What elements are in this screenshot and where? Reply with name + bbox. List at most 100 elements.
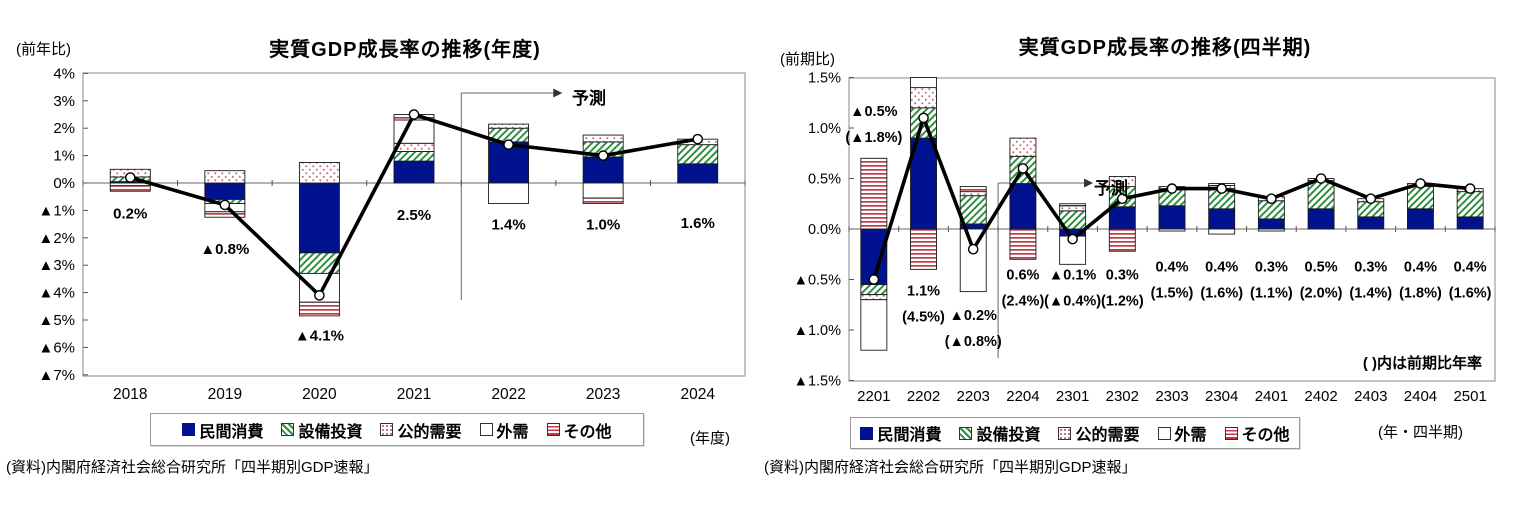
bar-segment-public-2022 — [488, 123, 530, 129]
legend-item-external: 外需 — [1157, 421, 1207, 445]
bar-segment-capex-2402 — [1307, 180, 1335, 210]
line-marker — [1464, 183, 1476, 194]
bar-value-label: (▲1.8%) — [845, 130, 902, 146]
annual-y-axis-unit: (前年比) — [16, 41, 71, 58]
bar-value-label: 0.4% — [1155, 259, 1188, 275]
x-category-label: 2020 — [302, 386, 337, 403]
bar-segment-external-2304 — [1208, 228, 1236, 235]
bar-value-label: ▲0.1% — [1049, 268, 1097, 284]
bar-segment-consumption-2019 — [204, 182, 246, 200]
bar-segment-capex-2021 — [393, 151, 435, 162]
bar-segment-consumption-2404 — [1407, 208, 1434, 230]
bar-segment-external-2203 — [959, 228, 987, 293]
legend-label-capex: 設備投資 — [298, 423, 363, 441]
red-horizontal-stripes-square-icon — [546, 423, 560, 436]
bar-segment-public-2302 — [1108, 176, 1136, 188]
bar-value-label: (1.1%) — [1250, 285, 1293, 301]
bar-segment-consumption-2024 — [677, 163, 719, 184]
dotted-square-icon — [380, 423, 394, 436]
red-horizontal-stripes-square-icon — [1224, 426, 1238, 440]
y-tick-label: ▲1.5% — [794, 374, 842, 390]
x-category-label: 2204 — [1006, 388, 1039, 405]
quarterly-source-note: (資料)内閣府経済社会総合研究所「四半期別GDP速報」 — [764, 459, 1137, 476]
bar-segment-capex-2024 — [677, 144, 719, 165]
bar-segment-capex-2203 — [959, 195, 987, 225]
bar-segment-public-2202 — [910, 87, 937, 109]
white-square-icon — [479, 423, 493, 436]
legend-label-consumption: 民間消費 — [199, 423, 264, 441]
quarterly-forecast-label: 予測 — [1094, 179, 1128, 198]
bar-segment-consumption-2402 — [1307, 208, 1335, 230]
x-category-label: 2201 — [857, 388, 890, 405]
bar-segment-public-2203 — [959, 191, 987, 197]
annual-forecast-label: 予測 — [572, 89, 606, 108]
line-marker — [1216, 183, 1227, 194]
y-tick-label: 2% — [53, 120, 75, 137]
bar-value-label: (1.2%) — [1101, 294, 1144, 310]
bar-segment-capex-2501 — [1456, 191, 1484, 218]
x-category-label: 2024 — [680, 386, 715, 403]
bar-segment-other-2018 — [109, 185, 151, 192]
x-category-label: 2019 — [208, 386, 242, 403]
y-tick-label: 0.5% — [808, 172, 841, 188]
y-tick-label: ▲3% — [38, 257, 75, 274]
legend-item-capex: 設備投資 — [281, 418, 362, 442]
legend-item-capex: 設備投資 — [959, 421, 1040, 445]
x-category-label: 2303 — [1155, 388, 1188, 405]
legend-label-public: 公的需要 — [397, 423, 462, 441]
bar-segment-other-2019 — [204, 211, 246, 218]
line-marker — [597, 150, 609, 161]
annual-x-axis-caption: (年度) — [690, 430, 730, 447]
y-tick-label: ▲1% — [38, 202, 75, 219]
line-marker — [1017, 163, 1029, 174]
y-tick-label: 0% — [53, 175, 75, 192]
bar-value-label: 0.3% — [1255, 259, 1288, 275]
bar-segment-consumption-2023 — [582, 156, 624, 184]
bar-segment-consumption-2501 — [1456, 216, 1484, 230]
bar-value-label: (1.8%) — [1399, 285, 1442, 301]
x-category-label: 2021 — [397, 386, 431, 403]
bar-value-label: ▲0.2% — [950, 308, 998, 324]
legend-item-consumption: 民間消費 — [182, 418, 263, 442]
line-marker — [219, 199, 231, 211]
bar-segment-other-2302 — [1108, 228, 1136, 252]
bar-value-label: 2.5% — [397, 207, 431, 224]
bar-segment-public-2023 — [582, 134, 624, 143]
x-category-label: 2302 — [1106, 388, 1139, 405]
bar-value-label: (▲0.4%) — [1044, 294, 1101, 310]
legend-item-external: 外需 — [479, 418, 529, 442]
legend-item-public: 公的需要 — [1058, 421, 1140, 445]
bar-value-label: 0.4% — [1454, 259, 1487, 275]
line-marker — [1415, 178, 1426, 189]
x-category-label: 2018 — [113, 386, 147, 403]
bar-value-label: 0.3% — [1354, 259, 1387, 275]
bar-value-label: (1.5%) — [1151, 285, 1194, 301]
bar-segment-public-2020 — [298, 161, 340, 184]
line-marker — [918, 112, 929, 124]
bar-value-label: 1.4% — [491, 217, 525, 234]
x-category-label: 2301 — [1056, 388, 1089, 405]
annualized-rate-note: ( )内は前期比年率 — [1363, 354, 1482, 372]
legend-item-public: 公的需要 — [380, 418, 462, 442]
x-category-label: 2023 — [586, 386, 620, 403]
line-marker — [1315, 173, 1327, 184]
line-marker — [1166, 183, 1178, 194]
navy-solid-square-icon — [860, 426, 874, 440]
white-square-icon — [1157, 426, 1171, 440]
bar-value-label: 0.2% — [113, 206, 147, 223]
line-marker — [408, 109, 420, 120]
legend-label-external: 外需 — [496, 423, 529, 441]
bar-value-label: 1.1% — [907, 284, 940, 300]
legend-item-other: その他 — [1224, 421, 1290, 445]
y-tick-label: ▲5% — [38, 312, 75, 329]
bar-value-label: 0.6% — [1006, 268, 1039, 284]
bar-value-label: (1.6%) — [1449, 285, 1492, 301]
bar-value-label: 0.4% — [1205, 259, 1238, 275]
x-category-label: 2304 — [1205, 388, 1238, 405]
bar-value-label: (1.4%) — [1349, 285, 1392, 301]
legend-label-other: その他 — [1241, 427, 1290, 444]
legend-label-public: 公的需要 — [1075, 427, 1140, 444]
quarterly-chart-title: 実質GDP成長率の推移(四半期) — [1018, 37, 1312, 59]
y-tick-label: ▲0.5% — [794, 273, 842, 289]
